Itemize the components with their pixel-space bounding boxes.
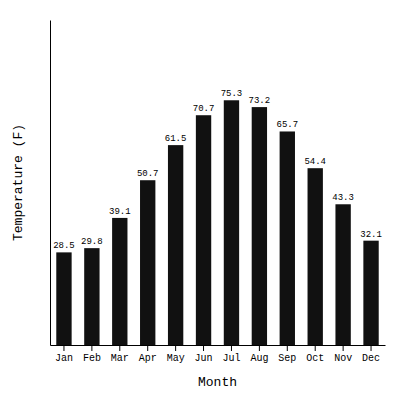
x-tick-mark [343, 345, 344, 351]
x-tick-mark [203, 345, 204, 351]
data-label: 43.3 [332, 193, 354, 203]
x-tick-label: Oct [306, 353, 324, 364]
data-label: 54.4 [304, 157, 326, 167]
chart: Jan Feb Mar Apr May Jun Jul Aug Sep Oct Nov Dec 28.5… [0, 0, 400, 400]
bar [56, 252, 71, 345]
data-label: 50.7 [137, 169, 159, 179]
x-axis: Jan Feb Mar Apr May Jun Jul Aug Sep Oct Nov Dec [51, 345, 386, 364]
bar [363, 241, 378, 345]
data-labels: 28.5 29.8 39.1 50.7 61.5 70.7 75.3 73.2 65.7 54.4… [53, 89, 382, 251]
x-tick-mark [63, 345, 64, 351]
x-tick-mark [259, 345, 260, 351]
bar [252, 107, 267, 345]
x-tick: Nov [334, 345, 352, 364]
x-tick-mark [91, 345, 92, 351]
x-axis-title: Month [198, 375, 237, 390]
x-tick: Jan [55, 345, 73, 364]
bar [112, 218, 127, 345]
bar [224, 100, 239, 345]
y-axis-title: Temperature (F) [11, 124, 26, 241]
data-label: 28.5 [53, 241, 75, 251]
bar [140, 180, 155, 345]
x-tick: Jul [222, 345, 240, 364]
x-tick: Dec [362, 345, 380, 364]
x-tick-label: Jul [222, 353, 240, 364]
data-label: 65.7 [276, 120, 298, 130]
x-tick: Aug [250, 345, 268, 364]
y-axis-line [50, 21, 51, 346]
x-tick: Mar [111, 345, 129, 364]
x-tick: Feb [83, 345, 101, 364]
data-label: 32.1 [360, 230, 382, 240]
x-tick: Jun [195, 345, 213, 364]
x-tick-mark [119, 345, 120, 351]
x-tick-label: Apr [139, 353, 157, 364]
x-tick-label: Dec [362, 353, 380, 364]
data-label: 39.1 [109, 207, 131, 217]
x-tick-label: Jun [195, 353, 213, 364]
x-tick-label: Jan [55, 353, 73, 364]
x-tick: Sep [278, 345, 296, 364]
bars [56, 100, 378, 345]
y-axis [50, 21, 51, 346]
x-tick-mark [371, 345, 372, 351]
x-tick-label: Feb [83, 353, 101, 364]
x-tick-label: Nov [334, 353, 352, 364]
bar [335, 204, 350, 345]
x-tick-label: May [167, 353, 185, 364]
x-tick-mark [175, 345, 176, 351]
data-label: 70.7 [193, 104, 215, 114]
x-tick: Oct [306, 345, 324, 364]
x-axis-line [51, 345, 386, 346]
x-tick-mark [287, 345, 288, 351]
bar [168, 145, 183, 345]
x-tick-label: Mar [111, 353, 129, 364]
bar [308, 168, 323, 345]
x-tick-mark [147, 345, 148, 351]
x-tick-label: Aug [250, 353, 268, 364]
x-tick-label: Sep [278, 353, 296, 364]
bar [84, 248, 99, 345]
data-label: 73.2 [249, 96, 271, 106]
x-tick-mark [231, 345, 232, 351]
x-tick-mark [315, 345, 316, 351]
bar [196, 115, 211, 345]
data-label: 61.5 [165, 134, 187, 144]
data-label: 75.3 [221, 89, 243, 99]
bar [280, 131, 295, 345]
x-tick: May [167, 345, 185, 364]
data-label: 29.8 [81, 237, 103, 247]
x-tick: Apr [139, 345, 157, 364]
